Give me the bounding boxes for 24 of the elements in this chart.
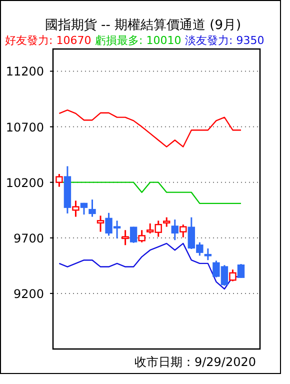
candlestick [56,173,63,188]
candlestick [96,214,104,233]
text: 虧損最多: 10010 [95,34,182,47]
candlestick [237,263,245,279]
text: 好友發力: 10670 [5,34,92,47]
candlestick [229,268,236,282]
text: 淡友發力: 9350 [185,34,264,47]
chart-title: 國指期貨 -- 期權結算價通道 (9月) [44,18,242,33]
y-tick-label: 9200 [13,286,44,301]
y-tick-label: 10200 [6,176,44,190]
candlestick [122,229,129,246]
candlestick [163,216,170,228]
y-tick-label: 11200 [6,64,44,79]
line-series [58,110,242,148]
y-tick-label: 9700 [13,231,44,246]
candlestick [130,226,138,244]
candlestick [204,248,212,261]
candlestick [138,229,146,244]
candlestick [180,224,187,238]
candlestick [72,200,80,218]
y-tick-label: 10700 [6,120,44,134]
text: 收市日期：9/29/2020 [134,355,256,369]
candlestick [88,198,96,218]
candlestick [171,218,178,241]
